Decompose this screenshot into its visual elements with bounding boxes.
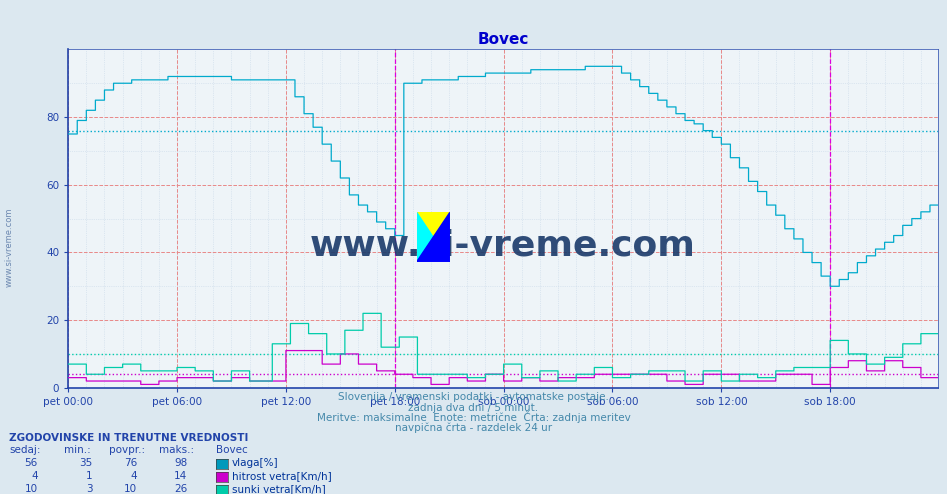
Title: Bovec: Bovec <box>477 32 528 47</box>
Text: 35: 35 <box>80 458 93 468</box>
Polygon shape <box>417 212 450 262</box>
Text: 4: 4 <box>31 471 38 481</box>
Text: www.si-vreme.com: www.si-vreme.com <box>5 207 14 287</box>
Text: Bovec: Bovec <box>216 446 248 455</box>
Text: navpična črta - razdelek 24 ur: navpična črta - razdelek 24 ur <box>395 422 552 433</box>
Text: Slovenija / vremenski podatki - avtomatske postaje.: Slovenija / vremenski podatki - avtomats… <box>338 392 609 402</box>
Text: 1: 1 <box>86 471 93 481</box>
Text: vlaga[%]: vlaga[%] <box>232 458 278 468</box>
Text: 4: 4 <box>131 471 137 481</box>
Text: povpr.:: povpr.: <box>109 446 145 455</box>
Text: min.:: min.: <box>64 446 91 455</box>
Text: maks.:: maks.: <box>159 446 194 455</box>
Text: 98: 98 <box>174 458 188 468</box>
Text: 14: 14 <box>174 471 188 481</box>
Text: 3: 3 <box>86 484 93 494</box>
Text: Meritve: maksimalne  Enote: metrične  Črta: zadnja meritev: Meritve: maksimalne Enote: metrične Črta… <box>316 411 631 423</box>
Text: hitrost vetra[Km/h]: hitrost vetra[Km/h] <box>232 471 331 481</box>
Text: sunki vetra[Km/h]: sunki vetra[Km/h] <box>232 484 326 494</box>
Text: sedaj:: sedaj: <box>9 446 41 455</box>
Polygon shape <box>417 212 450 262</box>
Text: 56: 56 <box>25 458 38 468</box>
Text: 26: 26 <box>174 484 188 494</box>
Text: 10: 10 <box>25 484 38 494</box>
Text: 10: 10 <box>124 484 137 494</box>
Text: www.si-vreme.com: www.si-vreme.com <box>310 229 696 263</box>
Text: ZGODOVINSKE IN TRENUTNE VREDNOSTI: ZGODOVINSKE IN TRENUTNE VREDNOSTI <box>9 433 249 443</box>
Text: 76: 76 <box>124 458 137 468</box>
Text: zadnja dva dni / 5 minut.: zadnja dva dni / 5 minut. <box>408 403 539 413</box>
Polygon shape <box>417 212 434 262</box>
